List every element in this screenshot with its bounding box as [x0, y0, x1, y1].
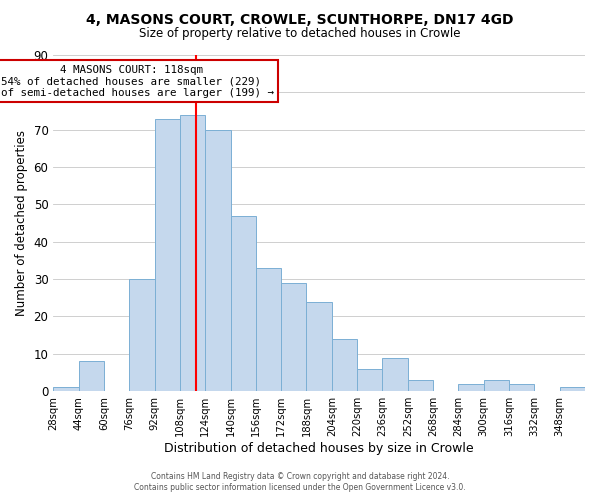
Bar: [129, 279, 155, 391]
Bar: [560, 388, 585, 391]
Bar: [53, 388, 79, 391]
Bar: [484, 380, 509, 391]
Bar: [357, 369, 382, 391]
Bar: [281, 283, 307, 391]
Bar: [180, 115, 205, 391]
X-axis label: Distribution of detached houses by size in Crowle: Distribution of detached houses by size …: [164, 442, 474, 455]
Bar: [230, 216, 256, 391]
Text: Size of property relative to detached houses in Crowle: Size of property relative to detached ho…: [139, 28, 461, 40]
Bar: [509, 384, 535, 391]
Bar: [382, 358, 408, 391]
Text: 4, MASONS COURT, CROWLE, SCUNTHORPE, DN17 4GD: 4, MASONS COURT, CROWLE, SCUNTHORPE, DN1…: [86, 12, 514, 26]
Bar: [408, 380, 433, 391]
Bar: [256, 268, 281, 391]
Bar: [79, 362, 104, 391]
Bar: [307, 302, 332, 391]
Y-axis label: Number of detached properties: Number of detached properties: [15, 130, 28, 316]
Bar: [155, 118, 180, 391]
Text: Contains HM Land Registry data © Crown copyright and database right 2024.: Contains HM Land Registry data © Crown c…: [151, 472, 449, 481]
Text: Contains public sector information licensed under the Open Government Licence v3: Contains public sector information licen…: [134, 484, 466, 492]
Bar: [205, 130, 230, 391]
Bar: [332, 339, 357, 391]
Text: 4 MASONS COURT: 118sqm
← 54% of detached houses are smaller (229)
46% of semi-de: 4 MASONS COURT: 118sqm ← 54% of detached…: [0, 64, 274, 98]
Bar: [458, 384, 484, 391]
